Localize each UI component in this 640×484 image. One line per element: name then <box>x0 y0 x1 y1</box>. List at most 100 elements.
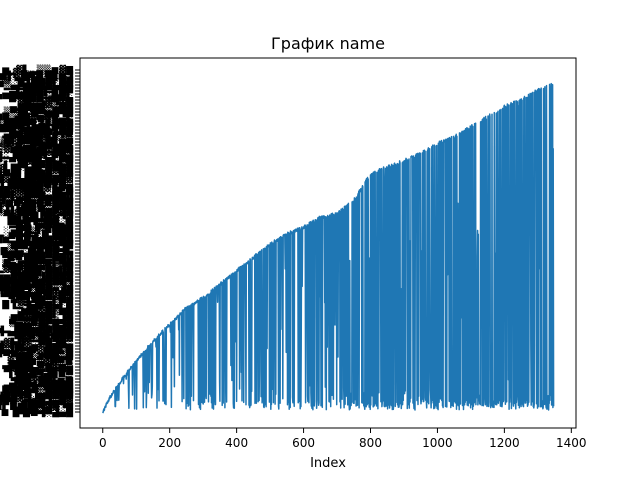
plot-area-frame <box>79 57 577 429</box>
y-tick-label: ▄■■▄▇▂▃▄▐ <box>7 250 74 262</box>
y-tick-label: ▅▆▂▃▂▓▄▓■▂▌ <box>0 109 73 121</box>
series-line <box>102 82 555 414</box>
chart-title: График name <box>271 34 385 53</box>
y-tick-label: ▄▓▌▌▓▃▒█▄█▃ <box>0 337 74 349</box>
y-tick-label: ▐▆█▇▐▒▅█▒▃▇ <box>0 283 74 295</box>
y-tick-label: ▅▌▃▌▂■▓▆▓▃■ <box>0 343 73 355</box>
y-tick-label: ▌▄██▇▇▅▂■■ <box>0 325 73 337</box>
y-tick-label: ▆▆██▇▌▐▅▂▒▃ <box>0 271 74 283</box>
y-tick-label: ▂▇▌▓▒▐▅▌ <box>17 199 73 211</box>
x-tick-label: 800 <box>359 436 382 450</box>
y-tick-label: ▐░▄■▇▌▌▄▌▆▆ <box>0 151 74 163</box>
y-tick-label: ▅▄▅▇█▃█▅ <box>17 235 74 247</box>
y-tick-label: ▇▐▂▐▄▆■▄▌▄ <box>1 298 74 310</box>
x-tick-label: 1200 <box>489 436 520 450</box>
y-tick-label: ▒▃▅■█▄░▌▒▓ <box>2 259 73 271</box>
y-tick-label: ▄▌▌▆▇▌■▆░ <box>8 85 73 97</box>
y-tick-labels: ▆▂▓▌▃▒▒■▓▇▓■▅■■▌▓░■▌▃▇▒■░█■▐▒░░▐■▅█▌▅▆▅▒… <box>0 64 80 418</box>
y-tick-label: ▂▄▃▂█▒■▒▒▄ <box>1 256 74 268</box>
y-tick-label: █▌▃▃░▓▌▌▒▅ <box>3 133 74 145</box>
y-tick-label: ▂▅■▐▄█▅▃▅ <box>8 217 74 229</box>
series-layer <box>102 82 555 414</box>
y-tick-label: ▃▄░▃▓░▃▒ <box>17 97 73 109</box>
y-tick-label: ▒█▅█▓▐■▄ <box>16 181 74 193</box>
y-tick-label: ▄▐▐■▐▒▆▅▒█ <box>1 388 74 400</box>
y-tick-label: ▐▐▇▓▃▂▇▐▒█░ <box>0 391 73 403</box>
y-tick-label: ▒▒▆▌█░▅▅▐█ <box>4 106 74 118</box>
y-tick-label: ▓▂▐██▃▓▌■▇▐ <box>0 148 73 160</box>
y-tick-label: █▒▇▒■▅■█ <box>13 328 74 340</box>
y-tick-label: ▃▌▆▄▄▇■░▐■ <box>0 286 73 298</box>
y-tick-label: ░▆█░▐█▅▆ <box>18 268 74 280</box>
y-tick-label: ▃▅▐▂▇▒▃▃ <box>17 304 74 316</box>
y-tick-label: ▒▄▂■▃░▒▐▄ <box>9 316 74 328</box>
y-tick-label: ▃▃▄▆▐▂▆░▆▄ <box>3 385 74 397</box>
y-tick-label: ▅▄▌▄▆▐▓░▇ <box>10 238 74 250</box>
y-tick-label: ▃▆░▓▄▅▌░▃ <box>10 370 74 382</box>
y-tick-label: ░▅▃▃▂■▇■█▐▃ <box>0 244 74 256</box>
y-tick-label: █▅▓▓▆▇▅▂▐▅▌ <box>0 187 73 199</box>
x-tick-label: 400 <box>225 436 248 450</box>
y-tick-label: ▂▓▇▓█░░▂▒▐▇ <box>0 262 74 274</box>
y-tick-label: ░▇█▒▂▌▓▆ <box>18 82 74 94</box>
x-tick-label: 0 <box>99 436 107 450</box>
y-tick-label: ▌▌▐■■■▄▆▓▆ <box>0 202 74 214</box>
y-tick-label: ▄░▒█▌█▄▅ <box>17 319 74 331</box>
y-tick-label: ░▓▅░▂▃█▂▃█▆ <box>0 142 74 154</box>
y-tick-label: ▄▇▇▇▂▂▅▌█▒█ <box>0 118 74 130</box>
y-tick-label: ▂▐▂■▒▃▄░ <box>15 112 73 124</box>
y-tick-label: ▆█▅■▇░▐▆▆█ <box>1 382 74 394</box>
x-tick-label: 1400 <box>556 436 587 450</box>
x-tick-label: 200 <box>158 436 181 450</box>
y-tick-label: ▅▒▂▇▃▂▄▆░▂▅ <box>0 76 74 88</box>
y-tick-label: ■▒░■▄█▃■▅▇▄ <box>0 139 74 151</box>
y-tick-label: ▐▓▂█▌▃▐▓ <box>18 331 73 343</box>
y-tick-label: ▆■▄▓▄░▃▇▇▒▇ <box>0 346 74 358</box>
y-tick-label: █▅■▂▐░▇▃▄▃▓ <box>0 394 73 406</box>
y-tick-label: █▌▅▃▓▆▌▓ <box>17 157 73 169</box>
y-tick-label: ▌▃▆■▐▆▅▇▃▄▌ <box>0 247 73 259</box>
y-tick-label: ▓▆■▄■▆■█▐▇ <box>0 196 74 208</box>
y-tick-label: ▃▐▓▆▐▄▐▄ <box>17 397 74 409</box>
y-tick-label: ▓▌█▌▆▓▌▇▓▃▇ <box>0 163 74 175</box>
y-tick-label: ▇▇■▐▂▌▅▂■ <box>7 214 73 226</box>
y-tick-label: ▃▇▅▇▌■▂▂▄░ <box>1 358 73 370</box>
y-tick-label: ▒░░▐■▅█▌▅▆ <box>2 73 74 85</box>
y-tick-label: ▇▐▂▌■▆▌▅ <box>15 223 74 235</box>
y-tick-label: ▌■▂▄▇█▌■▂▒ <box>0 175 73 187</box>
y-tick-label: ▇▌▆██░▃▒▒ <box>10 169 73 181</box>
y-tick-label: ▇▃▂▐▇░▅■ <box>15 373 73 385</box>
y-tick-label: ▅▇▆▌▂▒▂▒ <box>17 130 73 142</box>
y-tick-label: ▌█▄▐▃▇▇▓░▒▒ <box>0 277 73 289</box>
y-tick-label: ▃▒▓▓▒▂■▐█▂■ <box>0 136 73 148</box>
y-tick-label: ■■▅▌░█▂▂▂▇▃ <box>0 166 74 178</box>
y-tick-label: ▇▒▅█▇■▐▐▂■▄ <box>0 115 74 127</box>
y-tick-label: ▇▅▆▃▓▃▂▒ <box>17 145 73 157</box>
x-tick-label: 600 <box>292 436 315 450</box>
y-tick-label: ▓▂▐▐▄▌░▇ <box>18 295 74 307</box>
y-tick-label: ▃▃▄▐▒▇█■█ <box>8 379 74 391</box>
y-tick-label: ▌▌▂░▌▂░▃█▆▓ <box>0 160 73 172</box>
y-tick-label: █■■▅■▓▒▇▆▅░ <box>0 274 73 286</box>
y-tick-label: ▆▂▓▌▃▒▒■▓▇ <box>1 64 74 76</box>
y-tick-label: ▂▌░▆▒▂▄■▆▃▅ <box>0 193 74 205</box>
y-tick-label: ▃░▂▅▅░▒█▓ <box>10 292 73 304</box>
y-tick-label: ▆▐▐▃▆▐▂▌ <box>17 403 73 415</box>
y-tick-label: ▂██▌▒▓█▅■ <box>8 352 73 364</box>
y-tick-label: ▄▅▃▆▆░▆▂■▒▌ <box>0 88 73 100</box>
y-tick-label: ▆▄■▃▐▆■▇ <box>13 364 74 376</box>
y-tick-label: ▄▂▐▇█▃▓▆▆▅▐ <box>0 322 73 334</box>
y-tick-label: ▄▇▃▓▇▆░▐▇ <box>10 310 74 322</box>
y-tick-label: ▃▐▓▆░▆▌▐▒ <box>10 307 73 319</box>
y-tick-label: ■▌■▐▌▇▒▓▓░░ <box>0 400 73 412</box>
y-tick-label: ▅▓▐▃▄▃▇▓▆▒ <box>3 361 73 373</box>
y-tick-label: ▇▓▇▄▆▂██▄▇▓ <box>0 172 73 184</box>
y-tick-label: █▆█▌▄▌■■■█▃ <box>0 121 74 133</box>
y-tick-label: ▄▒▌░■▇■█▃▌ <box>0 241 73 253</box>
y-tick-label: ▐▒▌▆▃▅░▂▂▌▆ <box>0 340 74 352</box>
y-tick-label: ▃▐▒░█▌▐░░ <box>10 334 73 346</box>
y-tick-label: ▓▅█▇▅▃▃▓ <box>18 124 73 136</box>
y-tick-label: ▂▇▆░▐▃█▐▐■ <box>1 127 73 139</box>
